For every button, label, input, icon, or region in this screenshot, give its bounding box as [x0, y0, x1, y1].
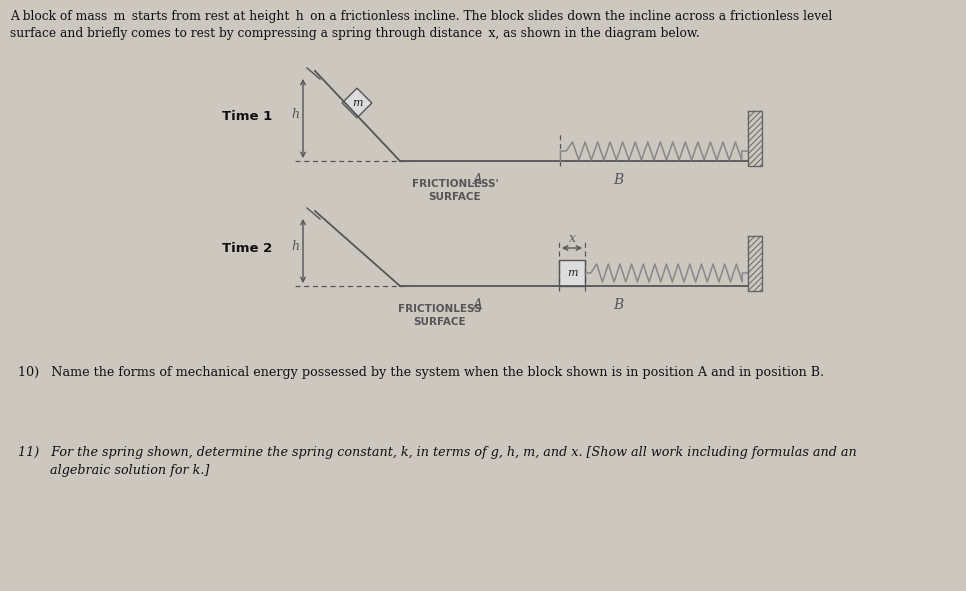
Text: m: m: [352, 98, 362, 108]
Text: Time 2: Time 2: [222, 242, 272, 255]
Text: B: B: [612, 173, 623, 187]
Text: m: m: [567, 268, 578, 278]
Text: h: h: [291, 108, 299, 121]
Text: A: A: [472, 298, 482, 312]
Text: SURFACE: SURFACE: [429, 192, 481, 202]
Polygon shape: [342, 88, 372, 118]
Bar: [559, 260, 585, 286]
Bar: [748, 236, 762, 291]
Text: h: h: [291, 240, 299, 253]
Text: Time 1: Time 1: [222, 109, 272, 122]
Text: B: B: [612, 298, 623, 312]
Text: algebraic solution for k.]: algebraic solution for k.]: [18, 464, 210, 477]
Text: x: x: [569, 232, 576, 245]
Text: 11)   For the spring shown, determine the spring constant, k, in terms of g, h, : 11) For the spring shown, determine the …: [18, 446, 857, 459]
Text: FRICTIONLESS': FRICTIONLESS': [412, 179, 498, 189]
Text: A block of mass  m  starts from rest at height  h  on a frictionless incline. Th: A block of mass m starts from rest at he…: [10, 10, 833, 41]
Text: 10)   Name the forms of mechanical energy possessed by the system when the block: 10) Name the forms of mechanical energy …: [18, 366, 824, 379]
Text: A: A: [472, 173, 482, 187]
Text: FRICTIONLESS: FRICTIONLESS: [398, 304, 482, 314]
Bar: [748, 111, 762, 166]
Text: SURFACE: SURFACE: [413, 317, 467, 327]
